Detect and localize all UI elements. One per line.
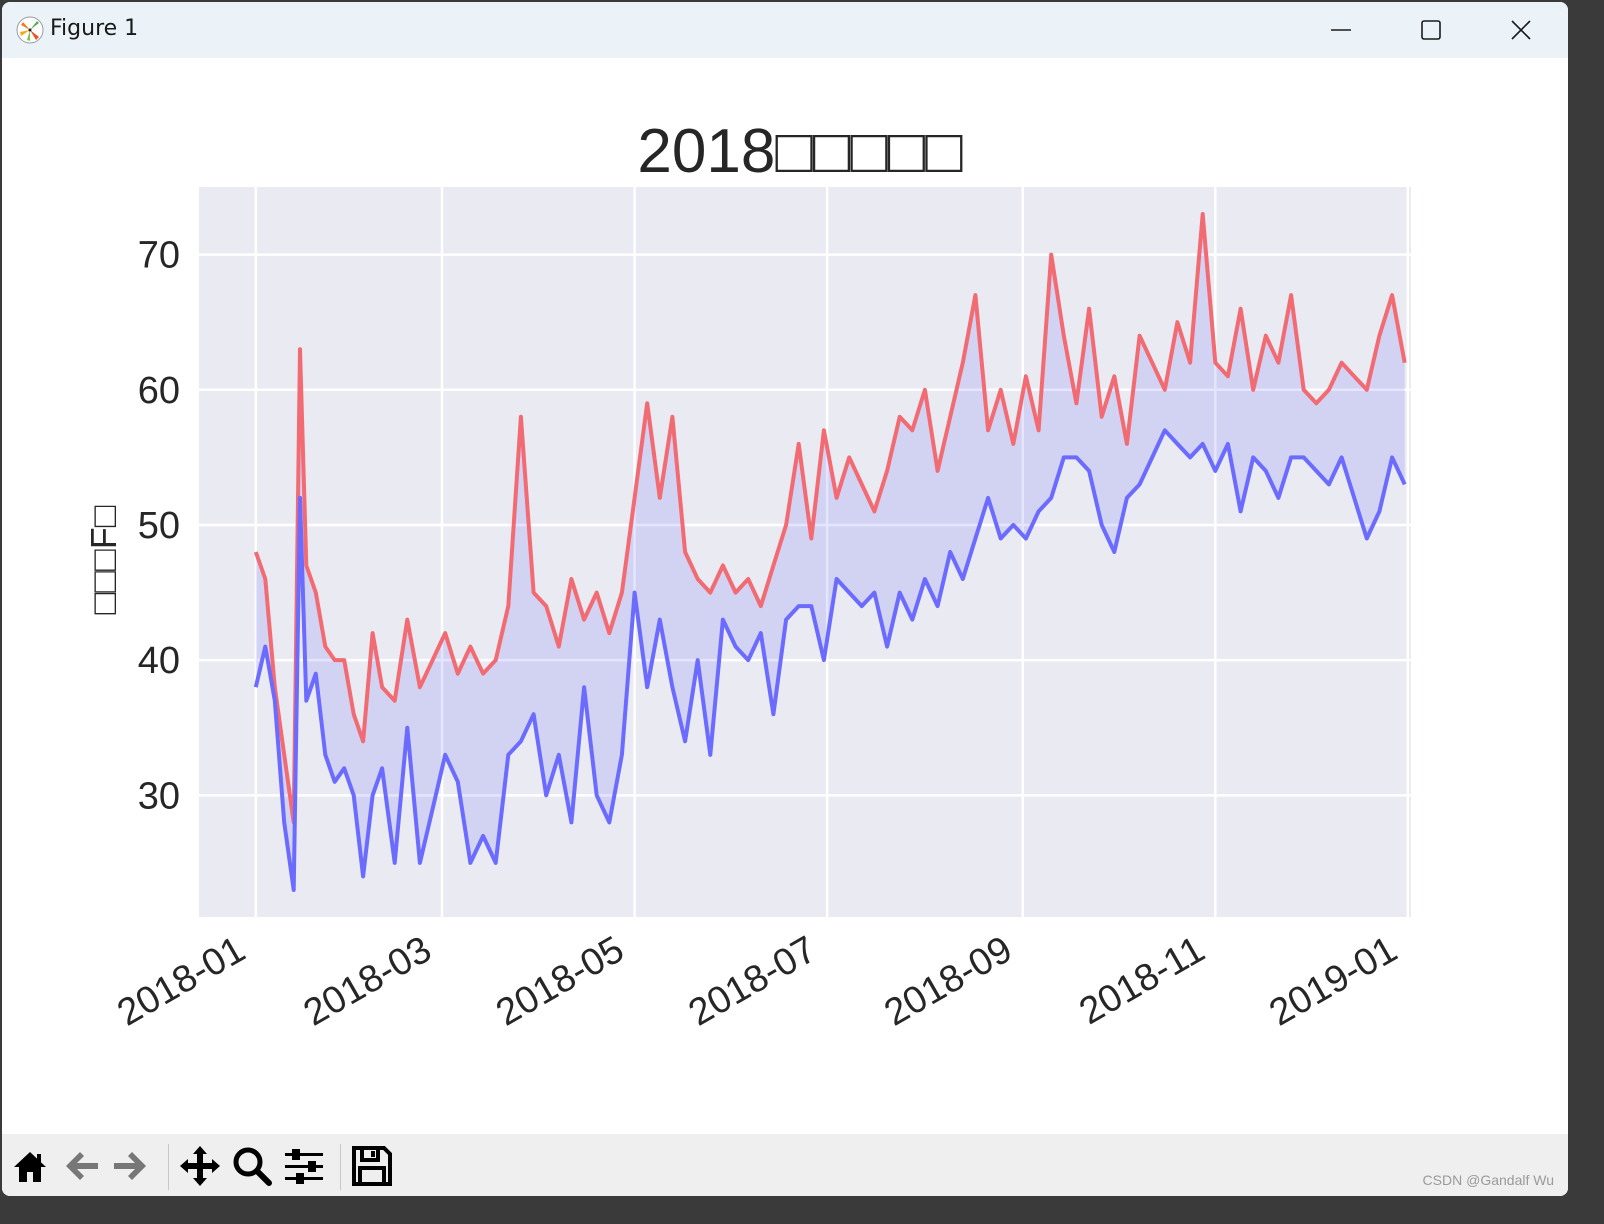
forward-button[interactable]	[108, 1144, 152, 1188]
watermark: CSDN @Gandalf Wu	[1422, 1172, 1554, 1188]
zoom-button[interactable]	[230, 1144, 274, 1188]
home-icon	[14, 1152, 46, 1182]
y-tick-label: 60	[138, 370, 180, 412]
pan-button[interactable]	[178, 1144, 222, 1188]
x-tick-label: 2018-01	[111, 928, 253, 1034]
x-tick-label: 2018-11	[1072, 928, 1211, 1033]
arrow-right-icon	[114, 1152, 146, 1180]
low-temperature-line[interactable]	[253, 428, 1407, 892]
minimize-button[interactable]	[1296, 2, 1386, 58]
y-tick-label: 70	[138, 235, 180, 277]
close-icon	[1511, 20, 1531, 40]
matplotlib-logo-icon	[16, 16, 44, 44]
x-axis-ticks: 2018-01 2018-03 2018-05 2018-07 2018-09 2018-…	[111, 928, 1405, 1034]
x-tick-label: 2018-09	[877, 928, 1019, 1034]
floppy-disk-icon	[352, 1146, 392, 1186]
magnifier-icon	[233, 1147, 272, 1186]
y-tick-label: 50	[138, 505, 180, 547]
navigation-toolbar: CSDN @Gandalf Wu	[2, 1134, 1568, 1196]
plot-area[interactable]	[199, 187, 1411, 917]
minimize-icon	[1331, 29, 1351, 31]
figure-window: Figure 1 2018□□□□□ 30 40 50 60 70 2018-01 201…	[2, 2, 1568, 1196]
x-tick-label: 2018-07	[682, 928, 824, 1034]
save-button[interactable]	[350, 1144, 394, 1188]
high-temperature-line[interactable]	[253, 212, 1407, 825]
close-button[interactable]	[1476, 2, 1566, 58]
toolbar-divider	[168, 1144, 169, 1190]
maximize-button[interactable]	[1386, 2, 1476, 58]
y-tick-label: 40	[138, 640, 180, 682]
back-button[interactable]	[60, 1144, 104, 1188]
maximize-icon	[1421, 20, 1441, 40]
figure-canvas[interactable]: 2018□□□□□ 30 40 50 60 70 2018-01 2018-03 2018-…	[2, 58, 1568, 1134]
window-title: Figure 1	[50, 16, 139, 41]
home-button[interactable]	[8, 1144, 52, 1188]
sliders-icon	[285, 1149, 323, 1184]
y-tick-label: 30	[138, 775, 180, 817]
toolbar-divider	[340, 1144, 341, 1190]
x-tick-label: 2019-01	[1263, 928, 1405, 1034]
fill-between-area	[255, 214, 1405, 890]
y-axis-label: □□□F□	[83, 505, 124, 614]
title-bar[interactable]: Figure 1	[2, 2, 1568, 58]
y-axis-ticks: 30 40 50 60 70	[138, 235, 180, 818]
configure-subplots-button[interactable]	[282, 1144, 326, 1188]
move-icon	[180, 1146, 220, 1186]
arrow-left-icon	[66, 1152, 98, 1180]
chart-title: 2018□□□□□	[637, 117, 963, 186]
x-tick-label: 2018-03	[297, 928, 439, 1034]
x-tick-label: 2018-05	[489, 928, 631, 1034]
